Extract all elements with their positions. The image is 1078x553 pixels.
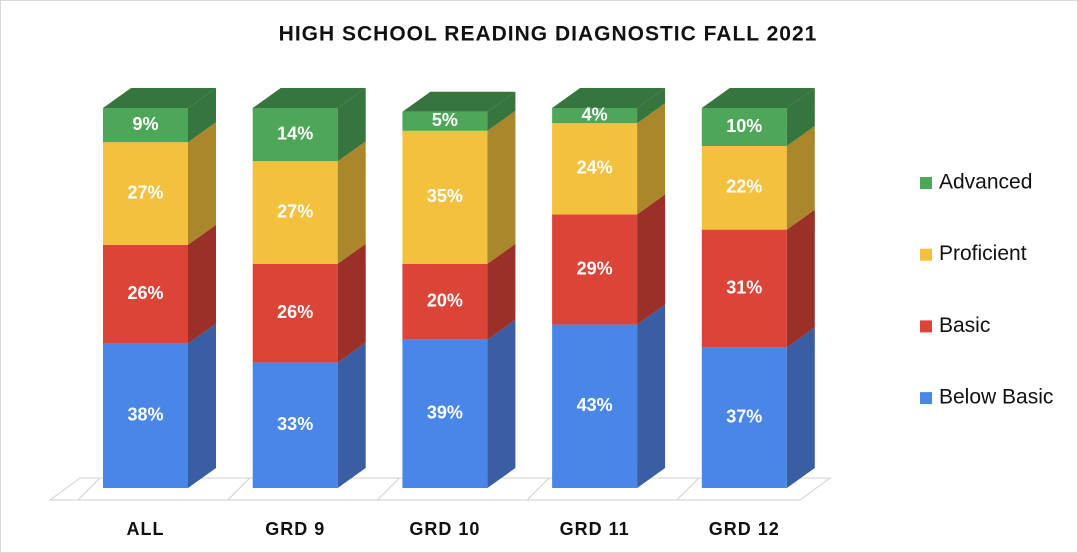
bar-side xyxy=(637,304,666,488)
bar-segment xyxy=(402,339,488,488)
bar-side xyxy=(637,103,666,215)
bar-side xyxy=(337,342,366,488)
bar-segment xyxy=(103,142,188,245)
bar-top xyxy=(552,88,666,108)
bar-side xyxy=(188,224,216,344)
data-label: 4% xyxy=(582,104,608,124)
bar-segment xyxy=(402,130,488,264)
bar-segment xyxy=(402,111,488,131)
bar-top xyxy=(402,91,516,112)
bar-segment xyxy=(103,343,188,488)
legend-label: Below Basic xyxy=(939,386,1053,409)
bar-side xyxy=(487,91,516,131)
bar-side xyxy=(637,194,666,325)
bar-side xyxy=(188,88,216,143)
data-label: 22% xyxy=(726,177,762,197)
bar-side xyxy=(487,319,516,488)
x-tick-label: GRD 9 xyxy=(265,519,325,539)
legend-label: Proficient xyxy=(939,242,1027,265)
bar-top xyxy=(701,88,815,108)
legend-swatch xyxy=(920,392,932,405)
bar-side xyxy=(786,88,815,146)
bar-side xyxy=(786,126,815,230)
bar-side xyxy=(637,88,666,124)
data-label: 9% xyxy=(132,114,158,134)
data-label: 37% xyxy=(726,406,762,426)
data-label: 5% xyxy=(432,110,458,130)
bar-segment xyxy=(252,161,338,264)
legend-label: Basic xyxy=(939,314,990,337)
bar-segment xyxy=(701,229,787,348)
bar-segment xyxy=(552,214,638,325)
legend-swatch xyxy=(920,248,932,261)
floor-line xyxy=(377,477,400,501)
data-label: 31% xyxy=(726,277,762,297)
data-label: 14% xyxy=(277,123,313,143)
bar-segment xyxy=(552,108,638,124)
bar-segment xyxy=(552,324,638,488)
bar-segment xyxy=(103,108,188,143)
floor-line xyxy=(526,477,550,501)
bar-segment xyxy=(252,263,338,363)
floor-line xyxy=(227,477,251,501)
bar-side xyxy=(786,209,815,348)
bar-top xyxy=(103,88,216,108)
bar-side xyxy=(188,122,216,245)
x-tick-label: GRD 10 xyxy=(409,519,480,539)
bar-segment xyxy=(402,263,488,340)
data-label: 35% xyxy=(427,186,463,206)
x-tick-label: GRD 11 xyxy=(560,519,630,539)
x-tick-label: ALL xyxy=(127,519,165,539)
bar-side xyxy=(487,110,516,264)
data-label: 27% xyxy=(277,201,313,221)
data-label: 24% xyxy=(577,158,613,178)
legend-label: Advanced xyxy=(939,171,1032,194)
data-label: 20% xyxy=(427,291,463,311)
legend-swatch xyxy=(920,177,932,189)
bar-side xyxy=(786,327,815,488)
data-label: 43% xyxy=(577,395,613,415)
bar-side xyxy=(337,88,366,162)
floor-line xyxy=(676,477,700,501)
bar-side xyxy=(337,141,366,264)
floor-line xyxy=(77,477,101,501)
data-label: 38% xyxy=(127,405,163,425)
data-label: 39% xyxy=(427,403,463,423)
data-label: 26% xyxy=(277,302,313,322)
bar-segment xyxy=(701,347,787,488)
bar-side xyxy=(337,243,366,363)
bar-segment xyxy=(552,123,638,215)
data-label: 27% xyxy=(127,182,163,202)
bar-segment xyxy=(252,108,338,162)
bar-segment xyxy=(252,362,338,488)
x-tick-label: GRD 12 xyxy=(709,519,780,539)
legend-swatch xyxy=(920,320,932,333)
bar-segment xyxy=(701,146,787,230)
data-label: 33% xyxy=(277,414,313,434)
bar-top xyxy=(252,88,366,108)
floor xyxy=(48,477,832,501)
chart-title: HIGH SCHOOL READING DIAGNOSTIC FALL 2021 xyxy=(279,23,818,46)
data-label: 29% xyxy=(577,258,613,278)
bar-side xyxy=(487,243,516,340)
bar-segment xyxy=(701,108,787,146)
bar-segment xyxy=(103,244,188,344)
data-label: 26% xyxy=(127,283,163,303)
data-label: 10% xyxy=(726,116,762,136)
bar-side xyxy=(188,323,216,488)
